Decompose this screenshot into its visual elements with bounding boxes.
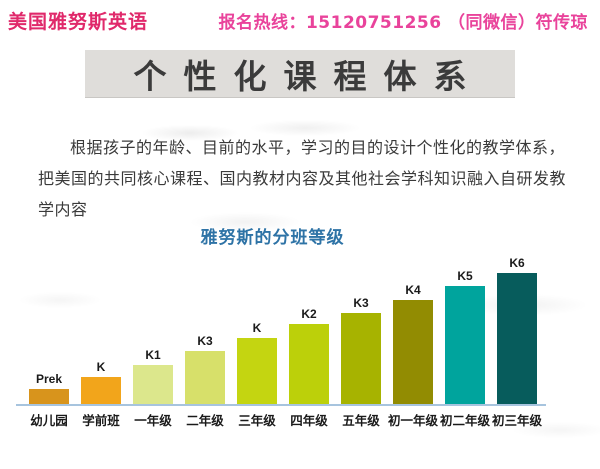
x-axis-label: 初三年级: [491, 413, 542, 428]
bar: [29, 389, 69, 404]
bar-value-label: K1: [145, 348, 161, 362]
x-axis-label: 五年级: [342, 413, 380, 428]
section-banner: 个性化课程体系: [85, 50, 515, 98]
bar-value-label: K5: [457, 269, 473, 283]
chart-title: 雅努斯的分班等级: [200, 228, 345, 248]
bar: [185, 351, 225, 404]
banner-title: 个性化课程体系: [133, 56, 484, 96]
x-axis-label: 四年级: [290, 413, 328, 428]
bar-slot: K: [231, 321, 283, 404]
bar-slot: K1: [127, 348, 179, 404]
page-header: 美国雅努斯英语 报名热线：15120751256 （同微信）符传琼: [8, 7, 588, 34]
bar: [81, 377, 121, 404]
bar-slot: K: [75, 360, 127, 404]
bar-slot: K3: [335, 296, 387, 404]
brand-title: 美国雅努斯英语: [8, 11, 149, 33]
bar: [289, 324, 329, 404]
bar-slot: Prek: [23, 372, 75, 404]
bar-value-label: K: [96, 360, 106, 374]
bar: [445, 286, 485, 404]
bar: [133, 365, 173, 404]
bar-value-label: K3: [197, 334, 213, 348]
bar-slot: K2: [283, 307, 335, 404]
bar-value-label: K4: [405, 283, 421, 297]
bar-slot: K6: [491, 256, 543, 404]
bar-slot: K3: [179, 334, 231, 404]
bar-value-label: K3: [353, 296, 369, 310]
x-axis-line: [16, 404, 546, 406]
x-axis-label: 三年级: [238, 413, 276, 428]
intro-paragraph: 根据孩子的年龄、目前的水平，学习的目的设计个性化的教学体系，把美国的共同核心课程…: [38, 138, 567, 219]
bar-value-label: K2: [301, 307, 317, 321]
bar: [497, 273, 537, 404]
bars-row: Prek K K1 K3 K K2 K3 K4 K5 K6: [23, 256, 543, 404]
bar: [237, 338, 277, 404]
x-axis-label: 二年级: [186, 413, 224, 428]
x-labels-row: 幼儿园 学前班 一年级 二年级 三年级 四年级 五年级 初一年级 初二年级 初三年级: [23, 410, 543, 429]
bar-value-label: Prek: [35, 372, 63, 386]
bar-slot: K5: [439, 269, 491, 404]
x-axis-label: 初一年级: [387, 413, 438, 428]
bar: [393, 300, 433, 404]
bar-slot: K4: [387, 283, 439, 404]
x-axis-label: 初二年级: [439, 413, 490, 428]
bar: [341, 313, 381, 404]
hotline-text: 报名热线：15120751256 （同微信）符传琼: [218, 13, 588, 33]
x-axis-label: 学前班: [82, 413, 120, 428]
bar-value-label: K6: [509, 256, 525, 270]
x-axis-label: 一年级: [134, 413, 172, 428]
x-axis-label: 幼儿园: [30, 413, 68, 428]
bar-value-label: K: [252, 321, 262, 335]
